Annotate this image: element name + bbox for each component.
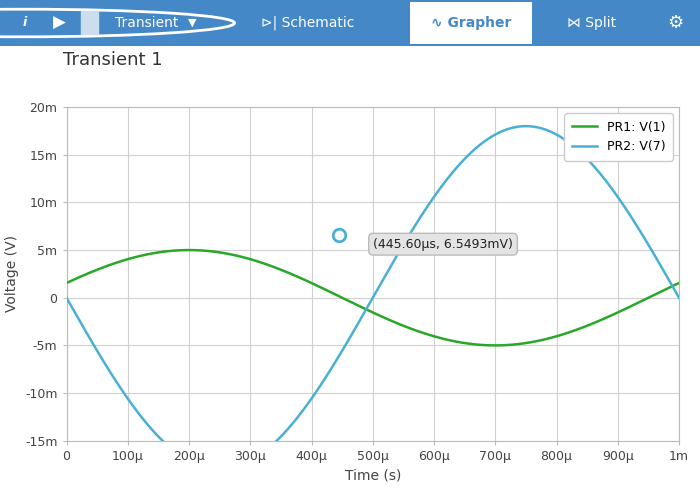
PR1: V(1): (0.0007, -0.005): V(1): (0.0007, -0.005) [491,343,499,349]
PR2: V(7): (0.000173, -0.016): V(7): (0.000173, -0.016) [169,447,177,453]
Text: ⋈ Split: ⋈ Split [567,16,616,30]
Text: ∿ Grapher: ∿ Grapher [431,16,511,30]
Y-axis label: Voltage (V): Voltage (V) [6,236,20,312]
Text: Transient 1: Transient 1 [63,51,162,69]
PR2: V(7): (0.00075, 0.018): V(7): (0.00075, 0.018) [522,123,530,129]
PR2: V(7): (0, 2.2e-18): V(7): (0, 2.2e-18) [62,295,71,301]
Text: ⊳| Schematic: ⊳| Schematic [261,16,355,30]
Legend: PR1: V(1), PR2: V(7): PR1: V(1), PR2: V(7) [564,114,673,160]
PR2: V(7): (0.001, 6.61e-18): V(7): (0.001, 6.61e-18) [675,295,683,301]
Text: ▼: ▼ [188,18,197,28]
PR1: V(1): (0.000981, 0.000968): V(1): (0.000981, 0.000968) [663,285,671,291]
Line: PR2: V(7): PR2: V(7) [66,126,679,469]
X-axis label: Time (s): Time (s) [344,468,401,483]
PR1: V(1): (0.0002, 0.005): V(1): (0.0002, 0.005) [185,247,193,253]
PR2: V(7): (0.000873, 0.0129): V(7): (0.000873, 0.0129) [597,172,606,178]
PR1: V(1): (0.000427, 0.000716): V(1): (0.000427, 0.000716) [324,288,332,294]
PR2: V(7): (0.000114, -0.0118): V(7): (0.000114, -0.0118) [132,407,141,413]
PR1: V(1): (0.000384, 0.00202): V(1): (0.000384, 0.00202) [298,275,306,281]
PR2: V(7): (0.000981, 0.00214): V(7): (0.000981, 0.00214) [663,274,671,280]
Text: ⚙: ⚙ [667,14,684,32]
PR1: V(1): (0, 0.00155): V(1): (0, 0.00155) [62,280,71,286]
Text: i: i [22,16,27,29]
PR2: V(7): (0.000427, -0.00796): V(7): (0.000427, -0.00796) [324,371,332,376]
PR1: V(1): (0.000114, 0.00429): V(1): (0.000114, 0.00429) [132,254,141,260]
Text: Transient: Transient [116,16,178,30]
PR2: V(7): (0.000384, -0.012): V(7): (0.000384, -0.012) [298,409,306,415]
PR2: V(7): (0.00025, -0.018): V(7): (0.00025, -0.018) [216,466,224,472]
Text: (445.60μs, 6.5493mV): (445.60μs, 6.5493mV) [373,238,513,250]
PR1: V(1): (0.000873, -0.00232): V(1): (0.000873, -0.00232) [597,317,606,323]
PR1: V(1): (0.000173, 0.00493): V(1): (0.000173, 0.00493) [169,248,177,253]
Text: ▶: ▶ [53,14,66,32]
PR1: V(1): (0.001, 0.00155): V(1): (0.001, 0.00155) [675,280,683,286]
Bar [80,11,98,34]
FancyBboxPatch shape [410,2,532,44]
Line: PR1: V(1): PR1: V(1) [66,250,679,346]
